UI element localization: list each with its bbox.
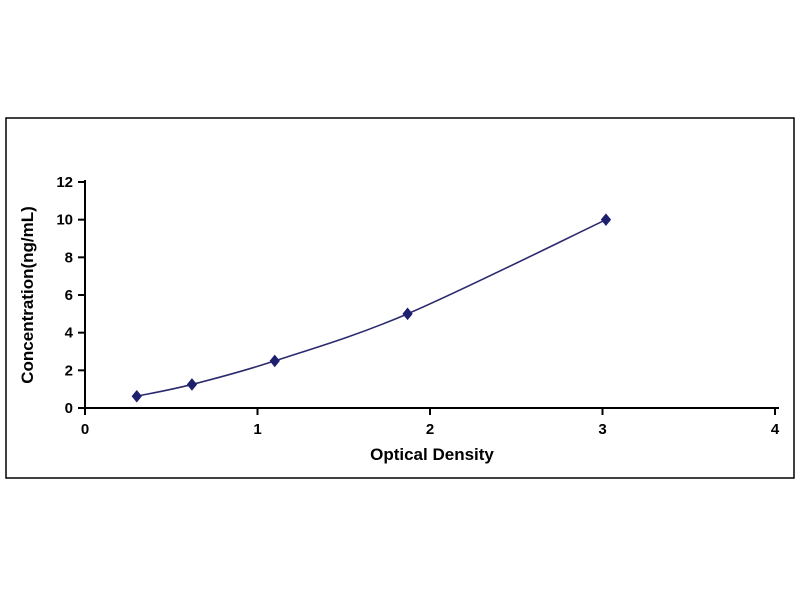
y-tick-label: 10 bbox=[56, 212, 73, 229]
x-tick-label: 4 bbox=[771, 421, 780, 438]
y-tick-label: 0 bbox=[65, 400, 73, 417]
x-tick-label: 2 bbox=[426, 421, 434, 438]
x-tick-label: 1 bbox=[253, 421, 261, 438]
data-series bbox=[131, 213, 612, 403]
data-point-marker bbox=[131, 389, 142, 403]
data-point-marker bbox=[186, 378, 198, 391]
y-axis-label: Concentration(ng/mL) bbox=[18, 206, 37, 384]
data-point-marker bbox=[402, 307, 413, 321]
x-tick-label: 3 bbox=[598, 421, 606, 438]
x-tick-label: 0 bbox=[81, 421, 89, 438]
tick-marks bbox=[78, 181, 776, 415]
x-axis-label: Optical Density bbox=[370, 445, 494, 464]
chart-frame bbox=[5, 117, 795, 479]
data-point-marker bbox=[600, 213, 612, 226]
y-tick-label: 12 bbox=[56, 174, 73, 191]
y-tick-label: 4 bbox=[65, 325, 74, 342]
data-point-marker bbox=[269, 354, 280, 368]
y-tick-label: 6 bbox=[65, 287, 73, 304]
y-tick-label: 8 bbox=[65, 249, 73, 266]
y-tick-label: 2 bbox=[65, 362, 73, 379]
